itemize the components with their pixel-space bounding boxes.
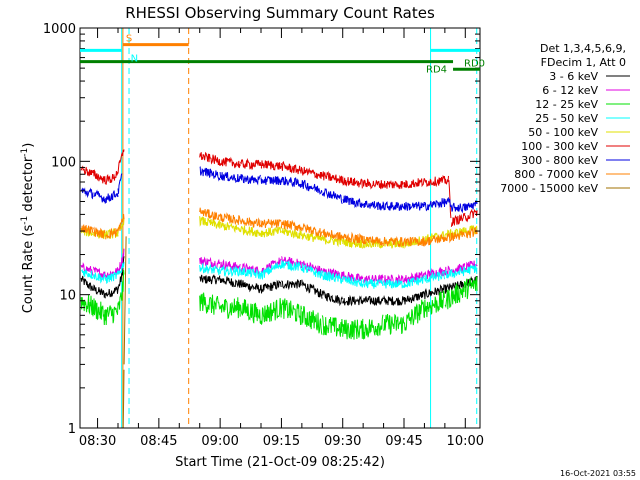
x-tick-label: 09:15 xyxy=(263,434,300,449)
x-axis-label: Start Time (21-Oct-09 08:25:42) xyxy=(175,455,385,470)
y-tick-label: 1 xyxy=(68,422,76,437)
flag-label: RD0 xyxy=(464,58,485,69)
x-tick-label: 08:45 xyxy=(140,434,177,449)
legend-entry-label: 50 - 100 keV xyxy=(528,126,598,139)
y-tick-label: 1000 xyxy=(43,22,76,37)
flag-label: RD4 xyxy=(426,65,447,76)
legend-entry-label: 100 - 300 keV xyxy=(521,140,598,153)
series-line xyxy=(80,270,478,340)
footer-timestamp: 16-Oct-2021 03:55 xyxy=(560,469,636,478)
y-tick-label: 10 xyxy=(59,289,76,304)
series-line xyxy=(80,166,478,214)
legend-entry-label: 6 - 12 keV xyxy=(542,84,598,97)
legend-header: FDecim 1, Att 0 xyxy=(541,56,626,69)
x-tick-label: 08:30 xyxy=(79,434,116,449)
legend-header: Det 1,3,4,5,6,9, xyxy=(540,42,626,55)
x-tick-label: 10:00 xyxy=(447,434,484,449)
flag-label: N xyxy=(131,53,138,64)
y-tick-label: 100 xyxy=(51,155,76,170)
legend-entry-label: 800 - 7000 keV xyxy=(514,168,598,181)
x-tick-label: 09:00 xyxy=(201,434,238,449)
flag-label: S xyxy=(126,34,132,45)
legend-entry-label: 300 - 800 keV xyxy=(521,154,598,167)
series-line xyxy=(81,260,478,289)
x-axis: 08:30 08:45 09:00 09:15 09:30 09:45 10:00 xyxy=(79,28,484,449)
series-line xyxy=(122,236,127,428)
legend-entry-label: 25 - 50 keV xyxy=(535,112,598,125)
plot-area xyxy=(80,28,478,428)
legend-entry-label: 3 - 6 keV xyxy=(549,70,598,83)
chart-title: RHESSI Observing Summary Count Rates xyxy=(125,4,435,22)
y-axis: 1 10 100 1000 xyxy=(43,22,480,437)
plot-frame xyxy=(79,27,481,429)
series-line xyxy=(80,149,478,227)
x-tick-label: 09:45 xyxy=(385,434,422,449)
legend-entry-label: 12 - 25 keV xyxy=(535,98,598,111)
legend: Det 1,3,4,5,6,9,FDecim 1, Att 03 - 6 keV… xyxy=(500,42,630,195)
legend-entry-label: 7000 - 15000 keV xyxy=(500,182,598,195)
y-axis-label: Count Rate (s-1 detector-1) xyxy=(20,143,36,314)
x-tick-label: 09:30 xyxy=(324,434,361,449)
series-line xyxy=(80,207,478,248)
